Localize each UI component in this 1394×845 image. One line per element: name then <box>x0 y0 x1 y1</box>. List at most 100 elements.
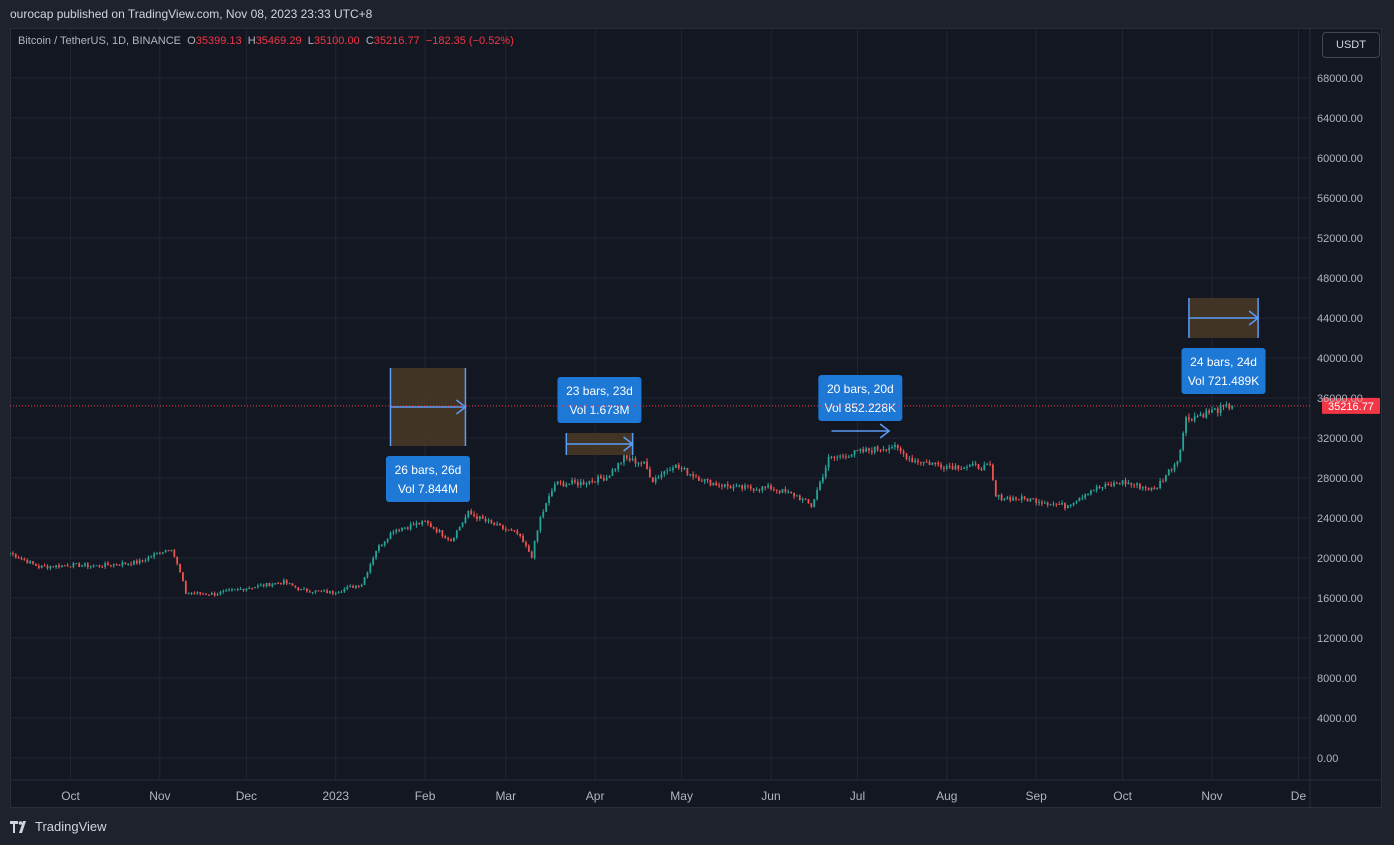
candle-body <box>476 516 478 520</box>
candle-body <box>723 484 726 487</box>
candle-body <box>450 539 452 541</box>
candle-body <box>447 538 450 540</box>
candle-body <box>1087 494 1089 496</box>
candle-body <box>1046 502 1049 505</box>
candle-body <box>150 556 153 558</box>
candle-body <box>239 588 242 590</box>
candle-body <box>153 553 156 557</box>
candle-body <box>968 465 971 467</box>
currency-unit-button[interactable]: USDT <box>1322 32 1380 58</box>
candle-body <box>225 590 228 592</box>
candle-body <box>894 444 896 448</box>
x-tick-label: Jun <box>761 789 780 803</box>
candle-body <box>340 591 343 593</box>
candle-body <box>490 520 493 523</box>
candle-body <box>764 486 767 488</box>
y-tick-label: 60000.00 <box>1317 153 1363 165</box>
candle-body <box>294 585 297 588</box>
candle-body <box>1130 482 1133 485</box>
candle-body <box>147 557 150 561</box>
candle-body <box>992 464 994 481</box>
price-chart[interactable]: 26 bars, 26d Vol 7.844M 23 bars, 23d Vol 1.… <box>10 28 1382 808</box>
candle-body <box>1147 488 1150 491</box>
candle-body <box>257 585 259 588</box>
candle-body <box>441 530 444 537</box>
x-tick-label: Feb <box>415 789 436 803</box>
candle-body <box>1144 487 1147 489</box>
candle-body <box>850 454 853 457</box>
candle-body <box>1038 502 1040 504</box>
candle-body <box>1196 415 1199 417</box>
candle-body <box>879 449 882 451</box>
candle-body <box>781 489 784 493</box>
range-label-bars: 24 bars, 24d <box>1190 355 1257 369</box>
candle-body <box>127 563 130 565</box>
candle-body <box>885 449 888 451</box>
candle-body <box>726 484 729 487</box>
candle-body <box>470 510 473 515</box>
high-value: 35469.29 <box>255 35 302 47</box>
x-tick-label: Sep <box>1025 789 1047 803</box>
candle-body <box>78 563 81 567</box>
candle-body <box>334 593 337 595</box>
time-axis: Oct Nov Dec 2023 Feb Mar Apr May Jun Jul Aug Sep Oct… <box>61 789 1306 803</box>
candle-body <box>948 466 951 468</box>
candle-body <box>26 559 29 564</box>
range-arrow-head <box>623 436 634 452</box>
last-price-tag <box>1322 397 1380 414</box>
candle-body <box>10 553 11 555</box>
candle-body <box>657 477 660 479</box>
x-tick-label: Mar <box>495 789 516 803</box>
candle-body <box>55 565 58 568</box>
candle-body <box>306 588 308 592</box>
candle-body <box>366 572 369 578</box>
candle-body <box>228 589 230 591</box>
y-tick-label: 48000.00 <box>1317 273 1363 285</box>
candle-body <box>35 563 37 566</box>
candle-body <box>842 455 844 457</box>
candle-body <box>1205 410 1208 418</box>
candle-body <box>1023 496 1026 499</box>
candle-body <box>951 466 954 470</box>
candle-body <box>314 590 317 593</box>
candle-body <box>784 489 787 492</box>
candle-body <box>331 591 334 594</box>
candle-body <box>265 583 268 587</box>
y-tick-label: 12000.00 <box>1317 633 1363 645</box>
candle-body <box>1182 433 1185 450</box>
candle-body <box>14 554 17 558</box>
candle-body <box>986 463 989 465</box>
candle-body <box>176 556 179 564</box>
candle-body <box>499 523 501 526</box>
candle-body <box>63 565 66 567</box>
candle-body <box>156 552 158 554</box>
candle-body <box>559 481 562 483</box>
candle-body <box>300 588 303 591</box>
candle-body <box>600 476 602 479</box>
candle-body <box>1026 498 1029 502</box>
candle-body <box>291 583 294 586</box>
candle-body <box>585 483 588 485</box>
candle-body <box>971 463 974 466</box>
candle-body <box>409 524 412 529</box>
candle-body <box>672 467 674 471</box>
y-tick-label: 4000.00 <box>1317 713 1357 725</box>
candle-body <box>1162 481 1164 483</box>
range-arrow-head <box>455 399 467 415</box>
range-label-volume: Vol 721.489K <box>1188 374 1259 388</box>
candle-body <box>130 563 132 565</box>
candle-body <box>712 482 715 486</box>
candle-body <box>504 528 507 530</box>
candle-body <box>1211 409 1213 413</box>
range-label-volume: Vol 1.673M <box>569 403 629 417</box>
range-arrow-head <box>879 423 891 439</box>
x-tick-label: Oct <box>61 789 80 803</box>
candle-body <box>539 517 542 531</box>
candle-body <box>686 468 689 475</box>
candle-body <box>343 588 346 592</box>
candle-body <box>453 537 455 541</box>
candle-body <box>1075 500 1078 503</box>
tradingview-brand[interactable]: TradingView <box>10 819 107 834</box>
candle-body <box>1049 504 1052 506</box>
candle-body <box>963 467 965 469</box>
